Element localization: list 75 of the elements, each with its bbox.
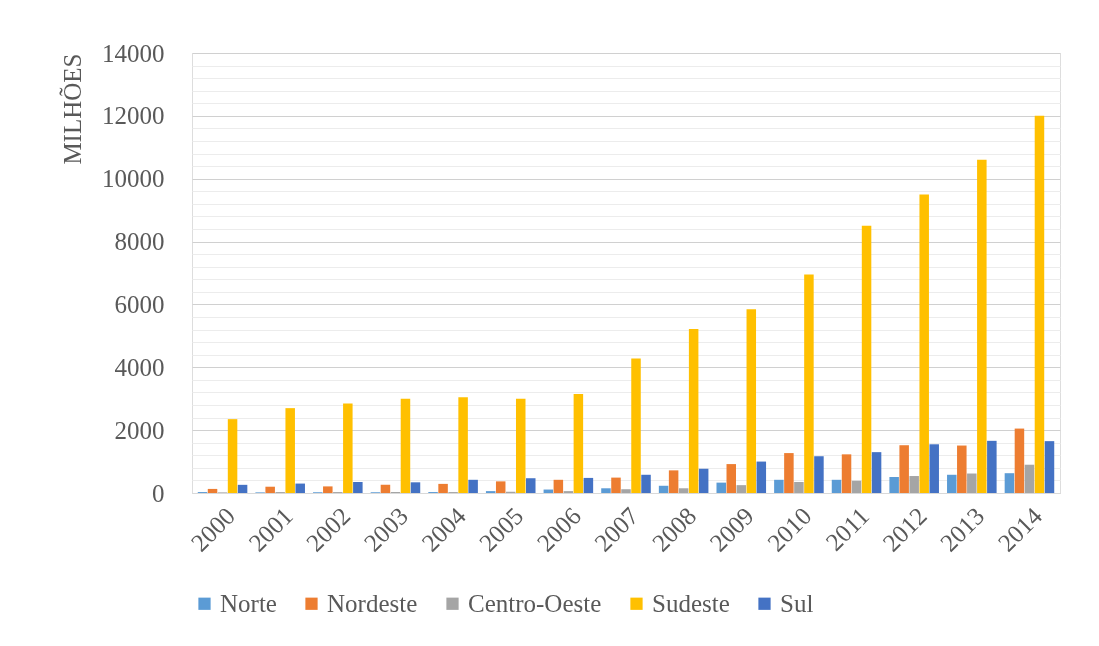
bar xyxy=(716,482,726,493)
bar xyxy=(611,477,621,493)
bar xyxy=(323,486,333,493)
bar xyxy=(227,419,238,493)
bar xyxy=(794,482,804,493)
bar xyxy=(784,453,794,493)
bar xyxy=(573,394,584,493)
bar xyxy=(658,485,669,493)
bar xyxy=(495,481,506,493)
y-tick-label: 6000 xyxy=(114,290,165,318)
bar xyxy=(601,488,611,493)
bar xyxy=(871,452,882,493)
legend-label: Sul xyxy=(780,589,814,617)
legend-label: Nordeste xyxy=(327,589,418,617)
bar xyxy=(583,477,594,493)
bar xyxy=(1004,473,1015,493)
bar xyxy=(468,479,478,493)
bar xyxy=(919,194,929,493)
y-tick-label: 14000 xyxy=(102,39,165,67)
bar xyxy=(380,484,391,493)
bar xyxy=(1044,441,1055,493)
bar xyxy=(746,309,757,493)
bar xyxy=(698,468,709,493)
bar xyxy=(515,398,526,493)
y-tick-label: 2000 xyxy=(114,416,165,444)
bar xyxy=(400,398,411,493)
y-tick-label: 0 xyxy=(152,479,165,507)
bar xyxy=(668,470,679,493)
bar xyxy=(621,489,631,493)
bar xyxy=(265,486,275,493)
bar xyxy=(207,488,218,493)
bar xyxy=(1034,115,1045,493)
bar xyxy=(929,444,939,493)
bar xyxy=(353,482,363,493)
bar xyxy=(957,445,967,493)
bar xyxy=(631,358,641,493)
bar xyxy=(756,461,767,493)
bar xyxy=(736,485,747,493)
bar xyxy=(1014,428,1025,493)
y-tick-label: 12000 xyxy=(102,102,165,130)
bar xyxy=(458,397,468,493)
bar xyxy=(841,454,852,493)
bar xyxy=(831,479,842,493)
bar xyxy=(343,403,353,493)
bar xyxy=(641,474,651,493)
bar xyxy=(967,473,977,493)
bar xyxy=(285,408,295,493)
bar xyxy=(410,482,421,493)
y-axis-title: MILHÕES xyxy=(59,53,86,165)
bar xyxy=(1024,464,1035,493)
y-tick-label: 8000 xyxy=(114,228,165,256)
bar xyxy=(774,479,784,493)
bar xyxy=(526,478,536,493)
bar xyxy=(977,159,987,493)
bar xyxy=(861,225,872,493)
bar xyxy=(237,484,248,493)
bar xyxy=(947,474,957,493)
bar xyxy=(295,483,305,493)
bar xyxy=(438,483,448,493)
bar xyxy=(688,328,699,493)
bar xyxy=(553,479,564,493)
bar xyxy=(889,476,899,493)
bar xyxy=(909,476,919,493)
bar xyxy=(987,440,997,493)
bar xyxy=(726,464,737,493)
y-tick-label: 10000 xyxy=(102,165,165,193)
legend-label: Centro-Oeste xyxy=(468,589,602,617)
bar xyxy=(804,274,814,493)
bar xyxy=(899,445,909,493)
bar xyxy=(851,480,862,493)
legend-label: Sudeste xyxy=(652,589,730,617)
legend-label: Norte xyxy=(220,589,277,617)
bar xyxy=(814,456,824,493)
y-tick-label: 4000 xyxy=(114,353,165,381)
bar xyxy=(678,488,689,493)
